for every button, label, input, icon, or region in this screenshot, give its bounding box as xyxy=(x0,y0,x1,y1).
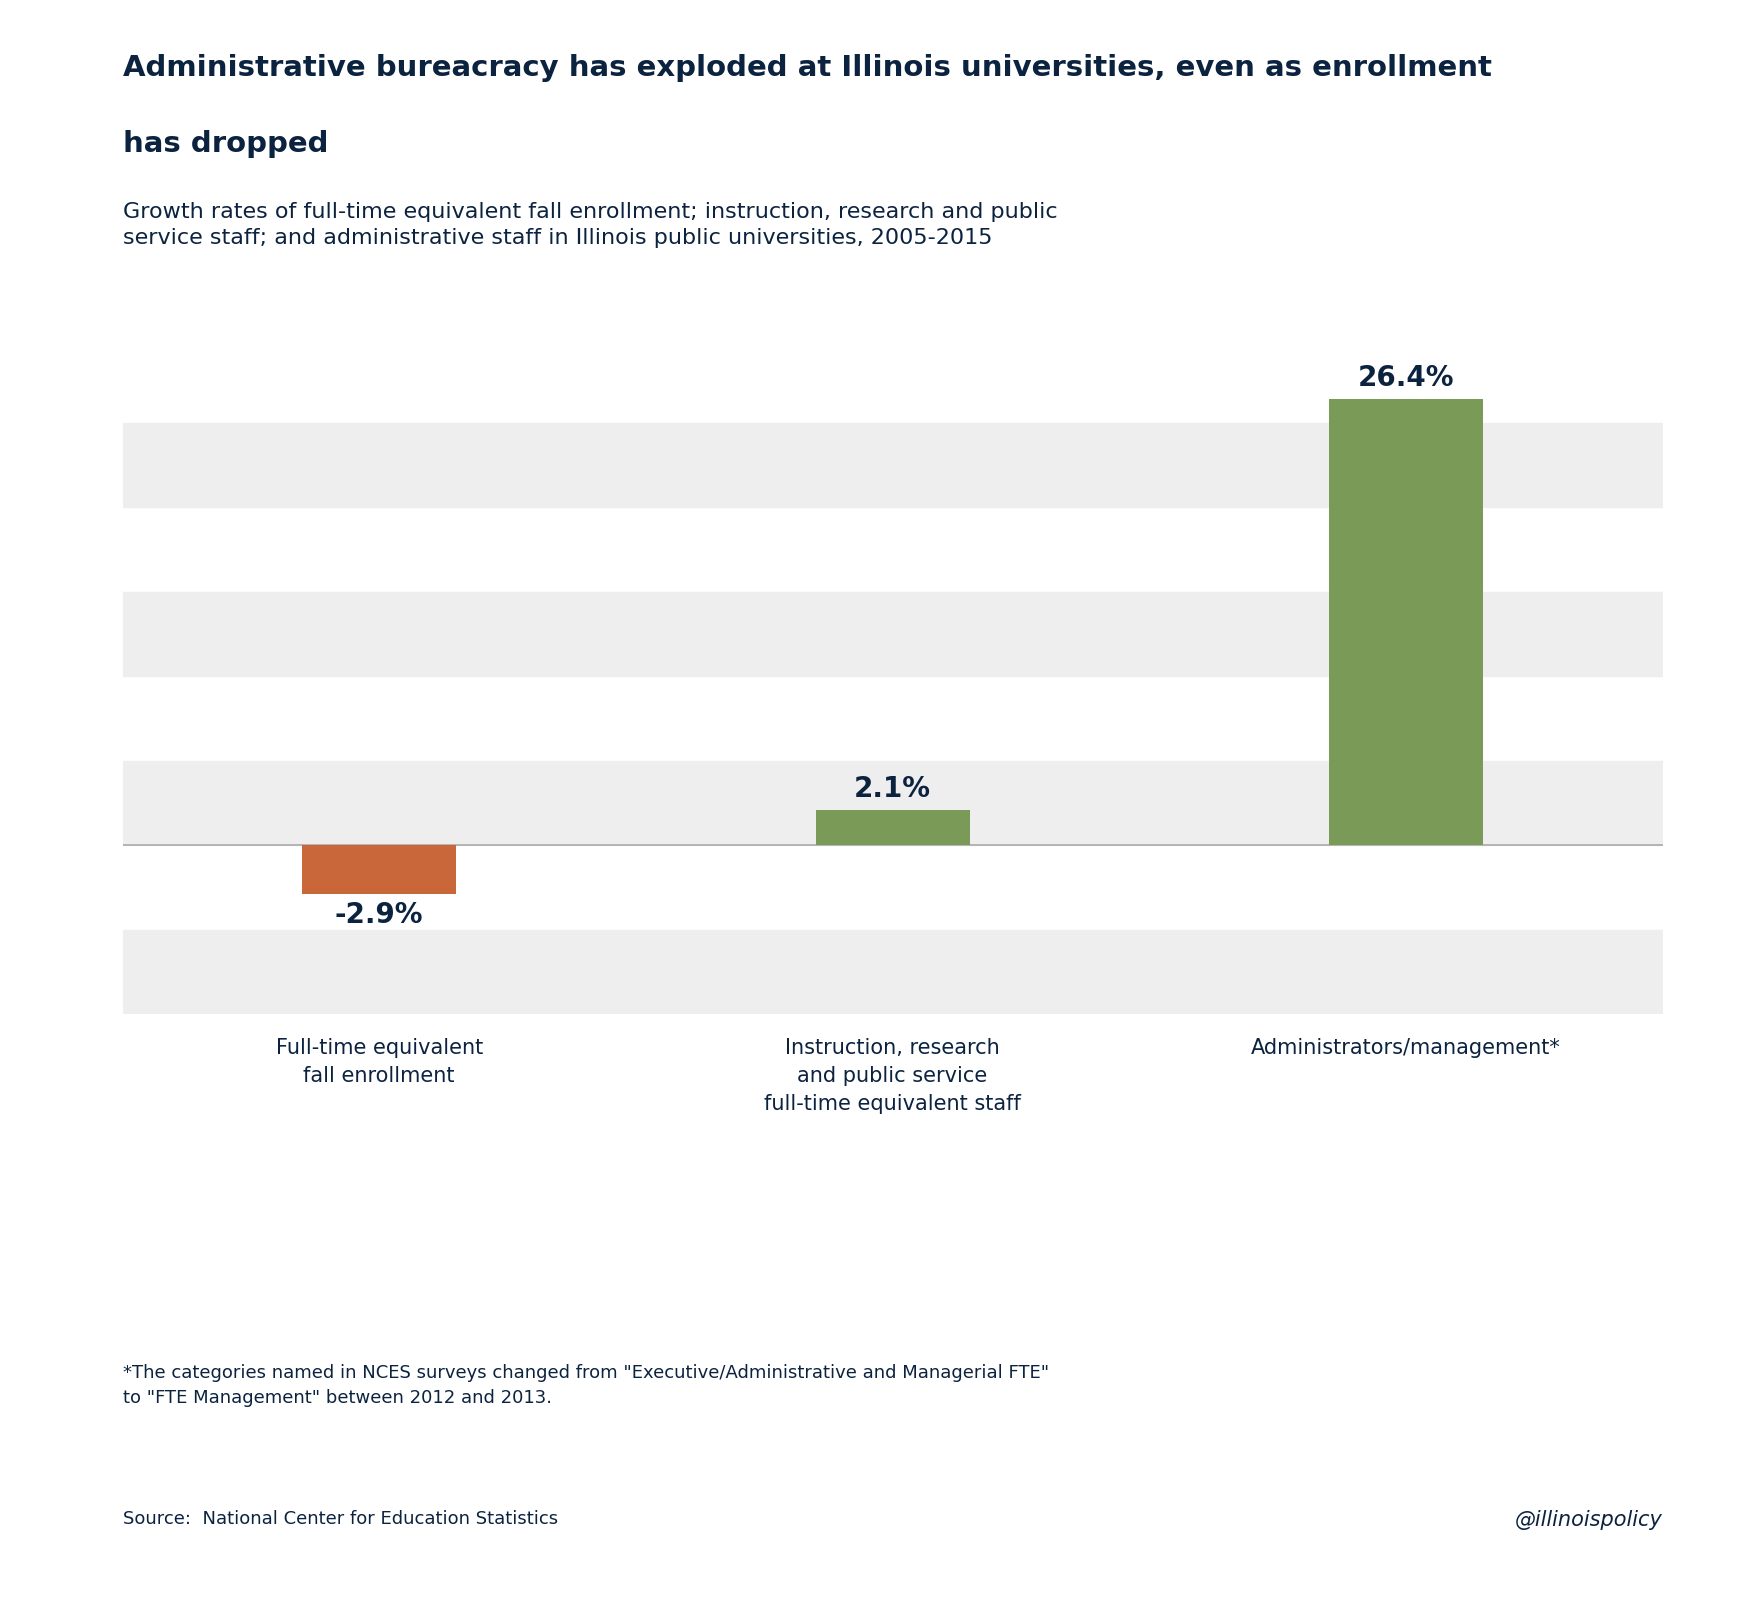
Text: Instruction, research
and public service
full-time equivalent staff: Instruction, research and public service… xyxy=(765,1038,1020,1114)
Text: Source:  National Center for Education Statistics: Source: National Center for Education St… xyxy=(123,1510,558,1528)
Bar xyxy=(303,845,457,894)
Bar xyxy=(123,762,1662,845)
Text: 2.1%: 2.1% xyxy=(854,774,931,803)
Text: Administrative bureacracy has exploded at Illinois universities, even as enrollm: Administrative bureacracy has exploded a… xyxy=(123,53,1491,82)
Text: *The categories named in NCES surveys changed from "Executive/Administrative and: *The categories named in NCES surveys ch… xyxy=(123,1364,1048,1407)
Text: @illinoispolicy: @illinoispolicy xyxy=(1516,1510,1662,1529)
Text: -2.9%: -2.9% xyxy=(334,902,424,929)
Bar xyxy=(816,810,970,845)
Bar xyxy=(123,929,1662,1014)
Text: Full-time equivalent
fall enrollment: Full-time equivalent fall enrollment xyxy=(275,1038,483,1087)
Text: Administrators/management*: Administrators/management* xyxy=(1251,1038,1561,1058)
Bar xyxy=(1328,399,1482,845)
Text: Growth rates of full-time equivalent fall enrollment; instruction, research and : Growth rates of full-time equivalent fal… xyxy=(123,201,1057,248)
Text: 26.4%: 26.4% xyxy=(1358,364,1454,393)
Text: has dropped: has dropped xyxy=(123,130,327,158)
Bar xyxy=(123,591,1662,676)
Bar xyxy=(123,422,1662,507)
